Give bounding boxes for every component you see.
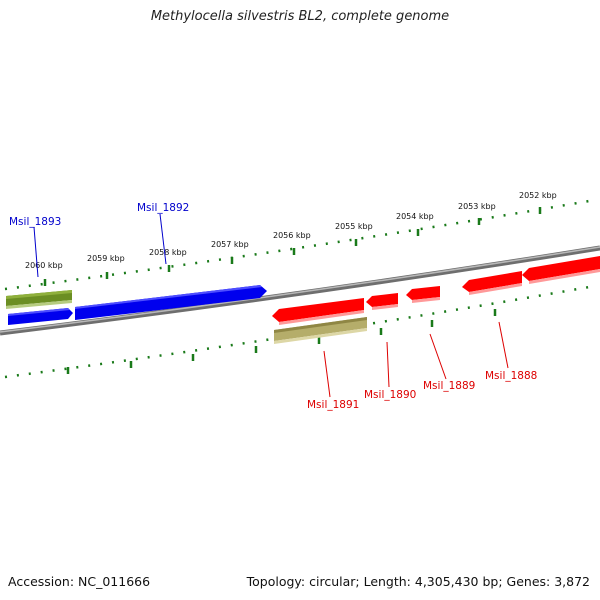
genome-backbone [0, 245, 600, 336]
leader-msil-1891 [323, 350, 331, 398]
gene-arrow-msil-1889[interactable] [406, 286, 440, 303]
gene-label-msil-1889[interactable]: Msil_1889 [423, 380, 475, 392]
upper-major-ticks [43, 207, 542, 286]
leader-msil-1888 [498, 321, 509, 369]
gene-label-msil-1893[interactable]: Msil_1893 [9, 216, 61, 228]
gene-label-msil-1888[interactable]: Msil_1888 [485, 370, 537, 382]
accession-text: Accession: NC_011666 [8, 574, 151, 589]
scale-label-7: 2053 kbp [458, 202, 496, 211]
scale-label-1: 2059 kbp [87, 254, 125, 263]
leader-msil-1889 [429, 333, 447, 380]
genome-stats-text: Topology: circular; Length: 4,305,430 bp… [246, 574, 590, 589]
scale-labels: 2060 kbp 2059 kbp 2058 kbp 2057 kbp 2056 kbp… [25, 191, 557, 270]
gene-arrow-msil-1888-a[interactable] [462, 271, 522, 295]
gene-olive-block[interactable] [6, 290, 72, 309]
gene-label-msil-1890[interactable]: Msil_1890 [364, 389, 416, 401]
scale-label-4: 2056 kbp [273, 231, 311, 240]
gene-arrow-msil-1890[interactable] [366, 293, 398, 310]
scale-label-3: 2057 kbp [211, 240, 249, 249]
lower-major-ticks [66, 309, 497, 374]
gene-arrow-msil-1891[interactable] [272, 298, 364, 325]
gene-arrow-msil-1892[interactable] [75, 285, 267, 320]
leader-msil-1893 [33, 226, 39, 278]
genome-title: Methylocella silvestris BL2, complete ge… [150, 9, 450, 24]
gene-arrow-msil-1893[interactable] [8, 308, 73, 325]
leader-msil-1890 [386, 341, 390, 388]
scale-label-5: 2055 kbp [335, 222, 373, 231]
gene-khaki-block[interactable] [274, 317, 367, 344]
gene-arrow-msil-1888-b[interactable] [522, 256, 600, 284]
leader-msil-1892 [159, 213, 167, 265]
scale-label-6: 2054 kbp [396, 212, 434, 221]
gene-label-msil-1891[interactable]: Msil_1891 [307, 399, 359, 411]
scale-label-2: 2058 kbp [149, 248, 187, 257]
scale-label-8: 2052 kbp [519, 191, 557, 200]
gene-label-msil-1892[interactable]: Msil_1892 [137, 202, 189, 214]
scale-label-0: 2060 kbp [25, 261, 63, 270]
